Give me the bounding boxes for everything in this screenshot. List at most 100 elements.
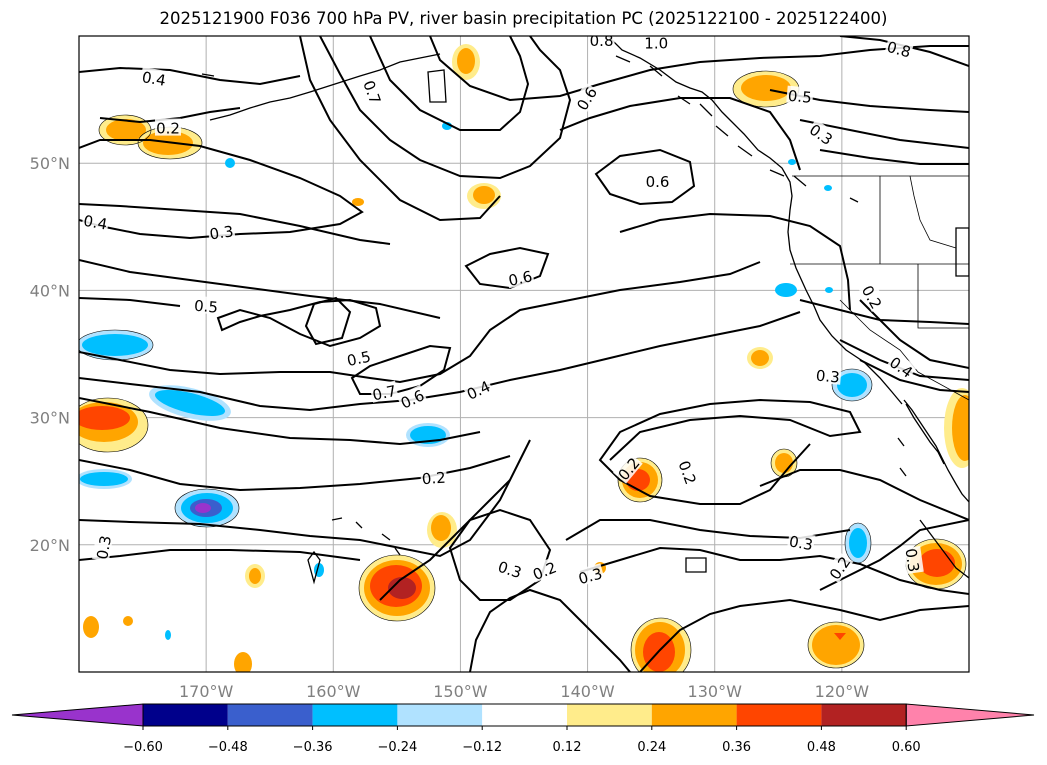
pv-contours [79,36,969,672]
colorbar-segment [736,704,822,726]
precip-blob-bc-coast [733,71,799,107]
precip-blob-gulf-alaska [452,44,480,80]
pv-contour-0.6-west [79,297,181,307]
contour-label-bg [420,467,448,487]
contour-label-bg [462,375,494,403]
colorbar-segment [482,704,567,726]
precip-blob-baja [944,388,969,468]
contour-label-group: 0.5 [344,346,374,371]
colorbar-segment [312,704,398,726]
coastline-hawaii-chain [307,550,321,585]
contour-label-group: 0.4 [81,210,110,234]
contour-label-bg [139,66,169,89]
coastline-alaska-bc [607,36,903,405]
colorbar: −0.60 −0.48 −0.36 −0.24 −0.12 0.12 0.24 0.36 0.4… [11,703,1035,755]
colorbar-tick-label: 0.36 [722,740,751,755]
colorbar-tick-label: 0.24 [637,740,666,755]
contour-label-group: 0.6 [644,172,671,191]
contour-label-bg [92,532,114,562]
contour-label-group: 0.8 [588,36,615,50]
contour-label: 0.5 [345,348,372,371]
pv-contour-0.4-band [79,311,801,412]
colorbar-tick-label: −0.24 [377,740,417,755]
contour-label-bg [786,531,816,553]
contour-label-group: 0.8 [884,36,914,62]
lat-tick-label: 20°N [30,536,70,555]
pv-contour-0.2-aleutian [99,107,241,124]
lat-tick-label: 40°N [30,281,70,300]
lon-tick-label: 170°W [179,682,234,701]
contour-label-bg [676,457,701,488]
pv-contour-mid-east [619,212,851,311]
contour-label-bg [155,118,181,136]
contour-label-group: 0.3 [207,221,236,243]
coastline-islands-ak [615,55,807,187]
contour-label-bg [575,563,605,587]
lon-tick-label: 130°W [688,682,743,701]
pv-contour-0.6-band [79,261,761,384]
contour-label-group: 1.0 [643,34,670,52]
colorbar-tick-label: 0.12 [553,740,582,755]
contour-label-group: 0.3 [814,365,842,387]
pv-contour-0.3-loop [79,139,364,240]
coastline-mexico [919,519,969,579]
contour-label-bg [886,351,918,381]
pv-contour-0.3-south-w [79,549,361,561]
colorbar-extend-min [11,703,144,727]
pv-contour-0.2-sw-diag [379,479,511,601]
contour-label-bg [528,557,560,583]
contour-label: 1.0 [644,34,668,52]
colorbar-tick-label: 0.60 [892,740,921,755]
pv-contour-north-big [429,36,969,102]
coastline-aleutians [209,53,441,121]
precip-blob-west-30n [79,398,148,452]
longitude-labels: 170°W 160°W 150°W 140°W 130°W 120°W [179,682,869,701]
colorbar-tick-label: −0.12 [462,740,502,755]
contour-label: 0.2 [156,120,180,138]
contour-label-bg [588,36,615,48]
contour-label-group: 0.3 [92,532,115,562]
map-frame [78,35,970,673]
contour-label: 0.3 [93,534,115,561]
pv-contour-0.2-east [859,299,969,369]
pv-contour-0.5-ring [304,296,352,346]
contour-label: 0.8 [885,38,913,62]
contour-label: 0.5 [193,297,218,317]
pv-contour-east-1 [799,119,969,149]
contour-label-bg [858,281,887,313]
colorbar-tick-label: 0.48 [807,740,836,755]
contour-label: 0.3 [901,547,922,573]
contour-label-bg [369,380,399,403]
pv-contour-0.5-north [79,259,441,319]
contour-label-bg [360,76,386,107]
contour-labels: 0.40.20.4 0.30.50.50.7 0.6 0.40.70.8 1.00.60… [81,34,924,588]
pv-contour-0.2-band [79,455,511,492]
contour-label: 0.3 [208,222,234,243]
colorbar-segment [227,704,313,726]
contour-label-bg [806,119,838,148]
pv-contour-0.4-north [79,66,301,86]
pv-contour-east-2 [819,149,969,165]
pv-contour-0.6-east [559,97,801,171]
lon-tick-label: 150°W [433,682,488,701]
contour-label: 0.2 [421,469,446,489]
pv-contour-0.2-se [819,519,969,591]
contour-label-bg [613,452,643,484]
coastline-small-islands [201,73,907,556]
contour-label-bg [903,545,924,575]
contour-label-bg [207,221,236,242]
political-borders [790,175,969,401]
lon-tick-label: 140°W [560,682,615,701]
coastline-alaska-peninsula [427,69,447,103]
contour-label: 0.6 [507,267,534,290]
pv-contour-0.6-cell [464,246,550,290]
pv-contour-0.7-north [319,36,572,180]
coastline-baja [903,399,969,503]
coastline-small-box [955,227,969,277]
colorbar-tick-label: −0.48 [208,740,248,755]
colorbar-segment [143,704,228,726]
contour-label: 0.4 [141,68,168,90]
pv-contour-0.2-south-e [639,598,969,672]
pv-contour-0.3-band [79,397,481,446]
